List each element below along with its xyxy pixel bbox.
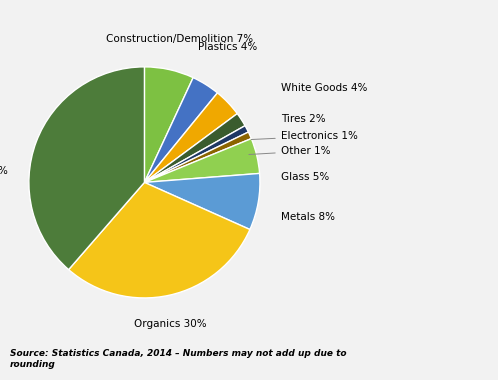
- Wedge shape: [144, 132, 251, 182]
- Wedge shape: [69, 182, 250, 298]
- Wedge shape: [144, 114, 245, 182]
- Wedge shape: [144, 126, 249, 182]
- Text: Organics 30%: Organics 30%: [133, 319, 206, 329]
- Wedge shape: [144, 139, 259, 182]
- Wedge shape: [144, 93, 237, 182]
- Text: Tires 2%: Tires 2%: [281, 114, 325, 124]
- Text: Paper 39%: Paper 39%: [0, 166, 8, 176]
- Text: Electronics 1%: Electronics 1%: [251, 131, 358, 141]
- Text: Glass 5%: Glass 5%: [281, 172, 329, 182]
- Wedge shape: [29, 67, 144, 269]
- Text: Metals 8%: Metals 8%: [281, 212, 335, 222]
- Wedge shape: [144, 67, 193, 182]
- Wedge shape: [144, 173, 260, 230]
- Text: Plastics 4%: Plastics 4%: [198, 42, 257, 52]
- Text: Other 1%: Other 1%: [249, 146, 330, 156]
- Text: White Goods 4%: White Goods 4%: [281, 83, 367, 93]
- Text: Construction/Demolition 7%: Construction/Demolition 7%: [106, 34, 252, 44]
- Wedge shape: [144, 78, 218, 182]
- Text: Source: Statistics Canada, 2014 – Numbers may not add up due to
rounding: Source: Statistics Canada, 2014 – Number…: [10, 349, 347, 369]
